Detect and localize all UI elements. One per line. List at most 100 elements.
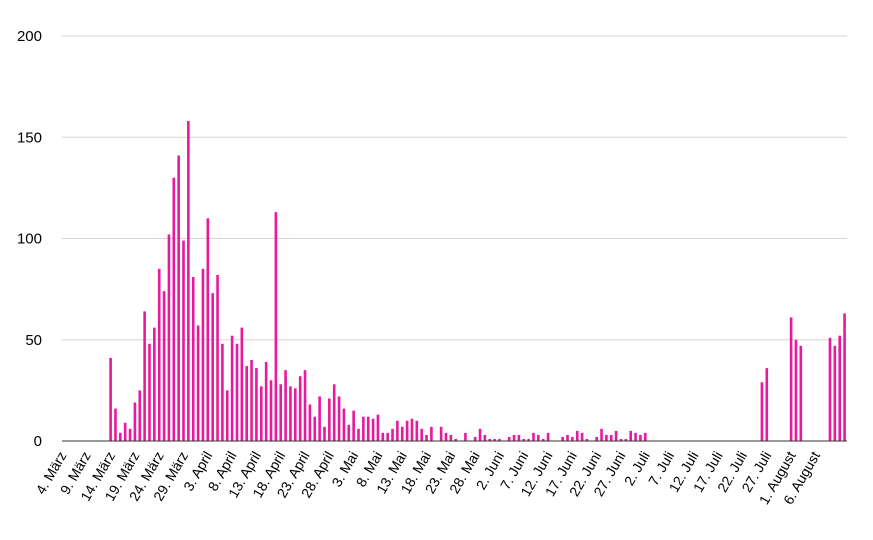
bar <box>211 293 214 441</box>
bar <box>274 212 278 441</box>
bar <box>153 327 156 441</box>
bar <box>109 357 112 441</box>
bar <box>264 362 268 441</box>
bar <box>386 432 389 441</box>
data-bars <box>109 121 846 442</box>
y-tick-label: 0 <box>34 433 42 450</box>
bar <box>420 428 423 441</box>
bar <box>230 335 234 441</box>
bar <box>337 396 341 441</box>
y-axis-tick-labels: 0 50 100 150 200 <box>17 28 42 450</box>
bar <box>575 430 579 441</box>
bar <box>259 386 263 441</box>
bar <box>624 438 628 441</box>
bar <box>517 434 521 441</box>
bar <box>201 268 205 441</box>
bar <box>255 368 258 441</box>
bar <box>614 430 618 441</box>
bar <box>843 313 846 441</box>
bar <box>371 418 375 441</box>
bar <box>240 327 244 441</box>
bar <box>828 337 832 441</box>
bar <box>177 155 180 441</box>
bar <box>493 438 496 441</box>
bar <box>580 432 584 441</box>
bar <box>537 434 540 441</box>
bar <box>323 426 326 441</box>
bar <box>566 434 569 441</box>
bar <box>119 432 122 441</box>
bar <box>546 432 550 441</box>
bar <box>439 426 443 441</box>
bar <box>250 360 253 441</box>
bar <box>294 388 297 441</box>
bar <box>425 434 428 441</box>
bar <box>585 438 589 441</box>
bar <box>376 414 380 441</box>
bar <box>454 438 458 441</box>
bar <box>488 438 492 441</box>
bar <box>605 434 608 441</box>
bar <box>430 426 433 441</box>
bar <box>400 426 404 441</box>
bar <box>522 438 526 441</box>
y-tick-label: 100 <box>17 231 42 248</box>
bar <box>221 343 224 441</box>
bar <box>114 408 117 441</box>
bar <box>639 434 642 441</box>
bar <box>794 339 798 441</box>
y-tick-label: 150 <box>17 129 42 146</box>
bar <box>478 428 482 441</box>
bar <box>473 436 477 441</box>
bar <box>357 428 360 441</box>
bar <box>191 276 195 441</box>
bar <box>342 408 346 441</box>
bar <box>498 438 501 441</box>
bar <box>123 422 127 441</box>
bar <box>381 432 385 441</box>
bar <box>289 386 292 441</box>
bar <box>328 398 331 441</box>
bar <box>595 436 598 441</box>
bar <box>405 420 409 441</box>
bar <box>318 396 321 441</box>
bar <box>541 438 545 441</box>
bar <box>833 345 837 441</box>
bar <box>284 370 287 441</box>
bar <box>838 335 842 441</box>
bar <box>298 376 302 441</box>
bar <box>128 428 132 441</box>
bar <box>789 317 793 441</box>
bar <box>216 274 219 441</box>
bar <box>225 390 229 441</box>
bar <box>269 380 273 441</box>
bar <box>133 402 137 441</box>
bar <box>799 345 803 441</box>
bar <box>449 434 453 441</box>
bar <box>619 438 623 441</box>
bar <box>527 438 530 441</box>
bar <box>347 424 351 441</box>
bar <box>760 382 764 441</box>
bar <box>182 240 185 441</box>
bar <box>138 390 142 441</box>
bar <box>162 291 166 441</box>
bar <box>362 416 365 441</box>
bar <box>303 370 307 441</box>
bar <box>600 428 603 441</box>
bar <box>464 432 467 441</box>
bar <box>391 428 394 441</box>
bar <box>512 434 516 441</box>
bar <box>313 416 317 441</box>
bar <box>143 311 146 441</box>
gridlines <box>62 35 847 341</box>
bar <box>206 218 210 441</box>
bar <box>352 410 355 441</box>
bar <box>196 325 200 441</box>
bar <box>571 436 574 441</box>
y-tick-label: 50 <box>25 332 42 349</box>
bar <box>308 404 312 441</box>
bar <box>366 416 370 441</box>
